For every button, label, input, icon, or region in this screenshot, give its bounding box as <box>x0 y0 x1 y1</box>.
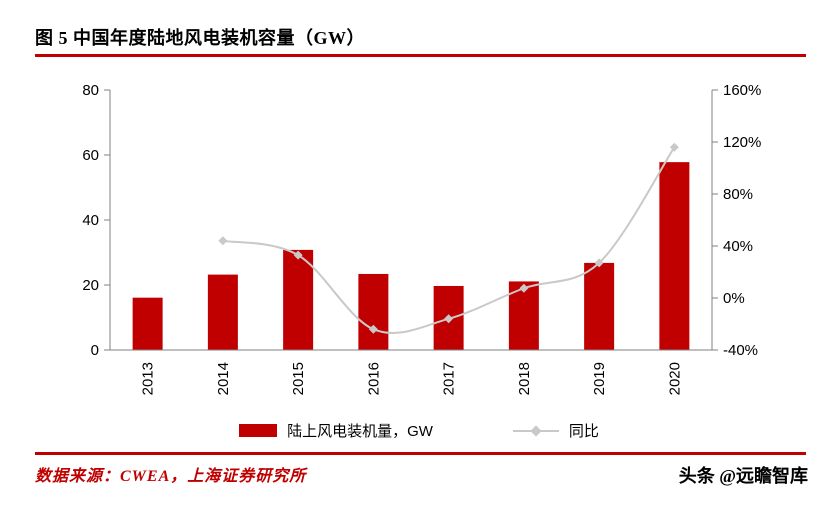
svg-text:160%: 160% <box>723 82 761 99</box>
watermark: 头条 @远瞻智库 <box>678 466 808 486</box>
svg-text:2016: 2016 <box>365 362 382 395</box>
svg-text:2014: 2014 <box>215 362 232 395</box>
line-series-swatch <box>512 424 559 437</box>
bar-series-label: 陆上风电装机量，GW <box>287 423 433 440</box>
line-series-label: 同比 <box>568 423 599 440</box>
legend-item-bar-series: 陆上风电装机量，GW <box>239 420 433 441</box>
svg-text:20: 20 <box>82 277 99 294</box>
svg-text:40%: 40% <box>723 238 753 255</box>
bar-series-swatch <box>239 424 278 437</box>
svg-text:80: 80 <box>82 82 99 99</box>
svg-text:0%: 0% <box>723 290 745 307</box>
figure-title: 图 5 中国年度陆地风电装机容量（GW） <box>35 28 365 48</box>
svg-text:2019: 2019 <box>591 362 608 395</box>
svg-text:80%: 80% <box>723 186 753 203</box>
footer-divider <box>35 452 806 455</box>
svg-text:0: 0 <box>91 342 99 359</box>
wind-capacity-chart: 0 20 40 60 80 -40% 0% 40% 80% 120% 160% 2013 2014 201… <box>82 82 761 395</box>
svg-text:2015: 2015 <box>290 362 307 395</box>
chart-legend: 陆上风电装机量，GW 同比 <box>0 420 838 441</box>
legend-item-line-series: 同比 <box>512 420 599 441</box>
footer: 数据来源：CWEA，上海证券研究所 头条 @远瞻智库 <box>35 462 808 488</box>
diamond-marker-icon <box>530 424 542 437</box>
svg-text:-40%: -40% <box>723 342 758 359</box>
svg-text:2020: 2020 <box>666 362 683 395</box>
svg-text:2017: 2017 <box>441 362 458 395</box>
chart-area: 0 20 40 60 80 -40% 0% 40% 80% 120% 160% 2013 2014 201… <box>0 75 838 415</box>
data-source: 数据来源：CWEA，上海证券研究所 <box>35 468 307 485</box>
svg-text:2013: 2013 <box>140 362 157 395</box>
svg-text:120%: 120% <box>723 134 761 151</box>
title-divider <box>35 54 806 57</box>
svg-text:2018: 2018 <box>516 362 533 395</box>
svg-text:40: 40 <box>82 212 99 229</box>
svg-text:60: 60 <box>82 147 99 164</box>
